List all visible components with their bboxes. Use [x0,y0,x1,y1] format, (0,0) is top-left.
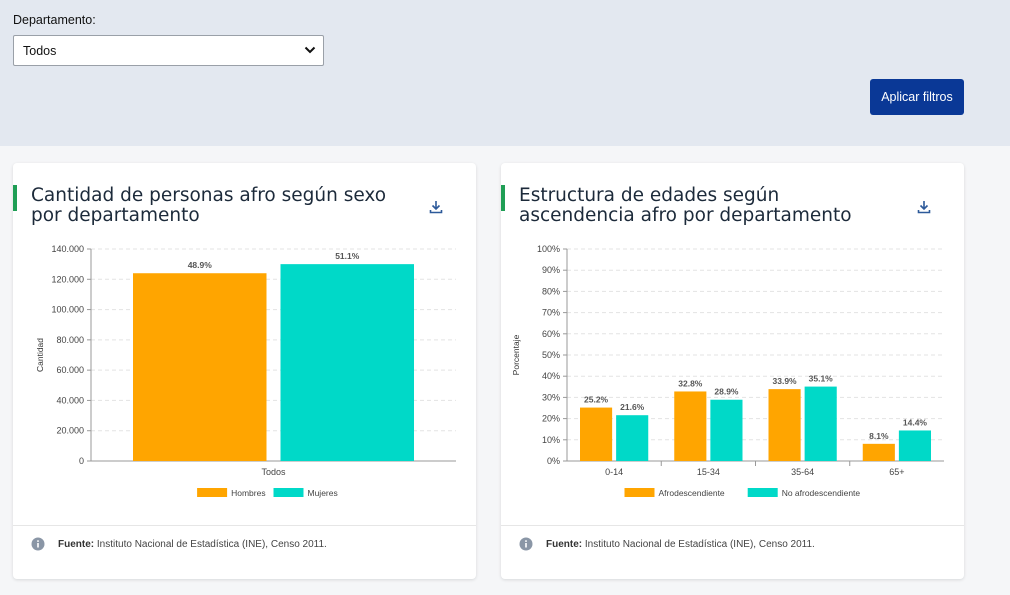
source-note: Fuente: Instituto Nacional de Estadístic… [546,539,815,550]
legend-swatch [624,488,655,497]
department-select[interactable]: Todos [13,35,324,66]
source-note: Fuente: Instituto Nacional de Estadístic… [58,539,327,550]
y-tick-label: 70% [542,308,560,318]
bar [616,415,649,461]
apply-filters-button[interactable]: Aplicar filtros [870,79,964,115]
legend-swatch [197,488,228,497]
bar [280,264,414,461]
data-label: 25.2% [584,395,609,405]
y-tick-label: 60% [542,329,560,339]
data-label: 14.4% [903,417,928,427]
y-tick-label: 20% [542,414,560,424]
y-tick-label: 120.000 [51,274,84,284]
x-tick-label: 65+ [889,467,904,477]
bar [580,407,613,461]
y-tick-label: 30% [542,392,560,402]
card-footer: Fuente: Instituto Nacional de Estadístic… [501,525,964,580]
data-label: 51.1% [335,251,360,261]
bar [133,273,267,461]
chart-card-age: Estructura de edades según ascendencia a… [501,163,964,579]
chevron-down-icon [304,46,316,54]
y-axis-label: Cantidad [35,338,45,372]
bar [862,443,895,461]
card-accent [13,185,17,211]
bar [674,391,707,461]
card-accent [501,185,505,211]
x-tick-label: 0-14 [605,467,623,477]
x-tick-label: Todos [261,467,286,477]
y-tick-label: 60.000 [56,365,84,375]
y-tick-label: 90% [542,265,560,275]
bar [710,399,743,461]
x-tick-label: 15-34 [697,467,720,477]
y-tick-label: 0% [547,456,560,466]
y-tick-label: 80% [542,286,560,296]
legend-swatch [273,488,304,497]
download-icon[interactable] [917,200,931,214]
data-label: 21.6% [620,402,645,412]
y-axis-label: Porcentaje [511,334,521,375]
data-label: 33.9% [773,376,798,386]
data-label: 8.1% [869,431,889,441]
y-tick-label: 50% [542,350,560,360]
card-footer: Fuente: Instituto Nacional de Estadístic… [13,525,476,580]
y-tick-label: 20.000 [56,426,84,436]
y-tick-label: 40% [542,371,560,381]
legend-label: Afrodescendiente [659,488,725,498]
bar [804,386,837,461]
download-icon[interactable] [429,200,443,214]
y-tick-label: 140.000 [51,244,84,254]
legend-swatch [747,488,778,497]
chart-sex: 0 20.000 40.000 60.000 80.000 100.000 120.000 1… [35,244,456,498]
info-icon [31,537,45,551]
data-label: 35.1% [809,374,834,384]
department-label: Departamento: [13,13,96,27]
data-label: 32.8% [678,378,703,388]
bar [768,389,801,461]
bar [898,430,931,461]
data-label: 48.9% [188,260,213,270]
x-tick-label: 35-64 [791,467,814,477]
filter-panel: Departamento: Todos Aplicar filtros [0,0,1010,146]
legend-label: Mujeres [308,488,338,498]
y-tick-label: 100% [537,244,560,254]
data-label: 28.9% [714,387,739,397]
card-title: Estructura de edades según ascendencia a… [519,185,852,226]
y-tick-label: 0 [79,456,84,466]
card-title: Cantidad de personas afro según sexo por… [31,185,387,226]
y-tick-label: 10% [542,435,560,445]
chart-card-sex: Cantidad de personas afro según sexo por… [13,163,476,579]
legend-label: No afrodescendiente [782,488,861,498]
y-tick-label: 40.000 [56,395,84,405]
info-icon [519,537,533,551]
chart-age: 0% 10% 20% 30% 40% 50% 60% 70% 80% 90% 100% Porcent… [511,244,944,498]
department-select-value: Todos [23,44,57,58]
y-tick-label: 100.000 [51,305,84,315]
legend-label: Hombres [231,488,265,498]
y-tick-label: 80.000 [56,335,84,345]
